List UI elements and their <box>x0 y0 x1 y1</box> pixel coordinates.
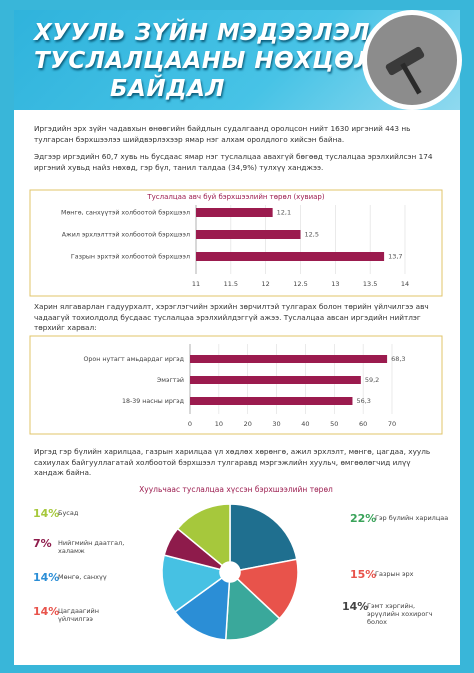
chart-title: Хуульчаас туслалцаа хүссэн бэрхшээлийн т… <box>139 485 333 494</box>
legend-label: Бусад <box>58 509 79 517</box>
chart-title: Туслалцаа авч буй бэрхшээлийн төрөл (хув… <box>146 193 325 201</box>
gavel <box>385 46 425 76</box>
x-tick-label: 12.5 <box>293 280 307 288</box>
bar <box>190 397 353 405</box>
paragraph: Харин ялгаварлан гадуурхалт, хэрэглэгчий… <box>34 302 429 332</box>
x-tick-label: 14 <box>401 280 409 288</box>
legend-value: 22% <box>350 512 377 525</box>
paragraph: Иргэдийн эрх зүйн чадавхын өнөөгийн байд… <box>34 124 411 144</box>
pie-slice <box>224 577 281 641</box>
pie-slice <box>229 503 298 572</box>
x-tick-label: 13.5 <box>363 280 377 288</box>
chart-frame <box>29 189 443 297</box>
x-tick-label: 70 <box>388 420 396 428</box>
legend-label: Цагдаагийн үйлчилгээ <box>58 607 100 623</box>
legend-label: Гэр бүлийн харилцаа <box>375 514 449 522</box>
x-tick-label: 13 <box>331 280 339 288</box>
x-tick-label: 12 <box>262 280 270 288</box>
pie-slice <box>176 503 231 567</box>
legend-value: 14% <box>33 571 60 584</box>
x-tick-label: 30 <box>272 420 280 428</box>
legend-value: 7% <box>33 537 52 550</box>
chart-frame <box>29 335 443 435</box>
x-tick-label: 11.5 <box>224 280 238 288</box>
bar <box>196 230 301 239</box>
value-label: 12,5 <box>305 231 319 239</box>
category-label: Эмэгтэй <box>157 376 184 384</box>
legend-value: 14% <box>33 605 60 618</box>
legend-label: Газрын эрх <box>375 570 414 578</box>
paragraph: Эдгээр иргэдийн 60,7 хувь нь бусдаас яма… <box>34 152 433 172</box>
value-label: 56,3 <box>356 397 370 405</box>
x-tick-label: 60 <box>359 420 367 428</box>
legend-value: 14% <box>342 600 369 613</box>
x-tick-label: 20 <box>244 420 252 428</box>
x-tick-label: 10 <box>215 420 223 428</box>
value-label: 13,7 <box>388 253 402 261</box>
category-label: Ажил эрхлэлттэй холбоотой бэрхшээл <box>62 231 190 239</box>
legend-value: 14% <box>33 507 60 520</box>
x-tick-label: 50 <box>330 420 338 428</box>
bar <box>190 355 388 363</box>
legend-value: 15% <box>350 568 377 581</box>
paragraph: Иргэд гэр бүлийн харилцаа, газрын харилц… <box>34 447 431 477</box>
value-label: 59,2 <box>365 376 379 384</box>
bar <box>190 376 361 384</box>
pie-slice <box>236 558 299 620</box>
category-label: Орон нутагт амьдардаг иргэд <box>83 356 184 363</box>
category-label: 18-39 насны иргэд <box>122 398 185 405</box>
pie-slice <box>173 576 231 641</box>
category-label: Газрын эрхтэй холбоотой бэрхшээл <box>71 253 190 261</box>
legend-label: Гэмт хэргийн, эрүүлийн хохирогч болох <box>367 602 433 626</box>
title-line: БАЙДАЛ <box>110 76 225 102</box>
category-label: Мөнгө, санхүүтэй холбоотой бэрхшээл <box>61 209 190 217</box>
legend-label: Мөнгө, санхүү <box>58 573 107 581</box>
x-tick-label: 40 <box>301 420 309 428</box>
title-line: ТУСЛАЛЦААНЫ НӨХЦӨЛ <box>34 48 374 74</box>
bar <box>196 208 273 217</box>
title-line: ХУУЛЬ ЗҮЙН МЭДЭЭЛЭЛ, <box>34 20 380 46</box>
pie-slice <box>161 554 223 614</box>
bar <box>196 252 385 261</box>
x-tick-label: 11 <box>192 280 200 288</box>
value-label: 68,3 <box>391 355 405 363</box>
value-label: 12,1 <box>277 209 291 217</box>
legend-label: Нийгмийн даатгал, халамж <box>58 539 125 555</box>
gavel-handle <box>400 62 422 95</box>
x-tick-label: 0 <box>188 420 192 428</box>
